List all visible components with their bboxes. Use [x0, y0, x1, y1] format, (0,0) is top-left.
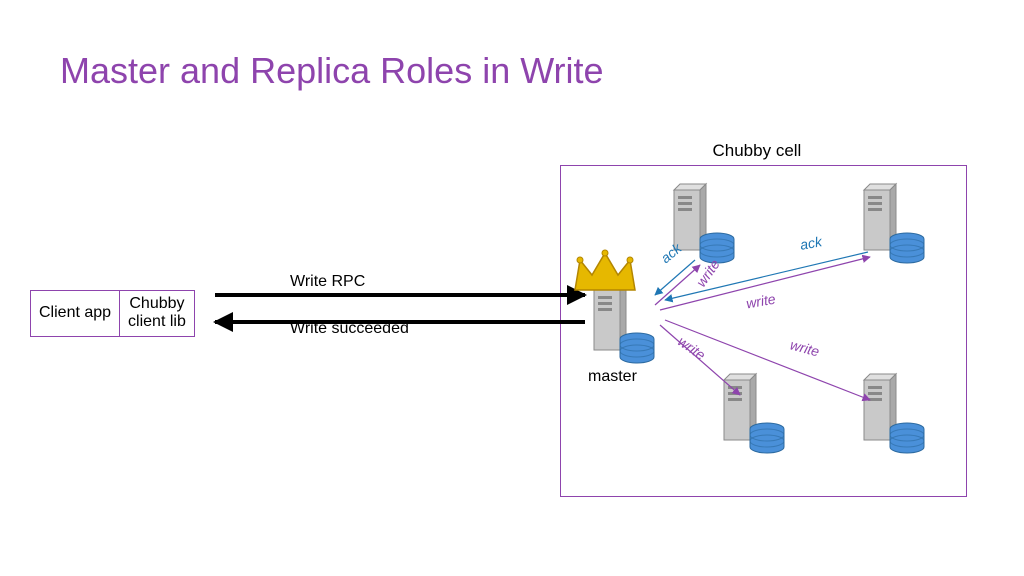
server-replica2 — [860, 180, 920, 270]
client-lib-cell: Chubbyclient lib — [119, 291, 194, 336]
client-box: Client app Chubbyclient lib — [30, 290, 195, 337]
rpc-arrows — [215, 295, 585, 322]
chubby-cell-label: Chubby cell — [713, 141, 802, 161]
write-rpc-label: Write RPC — [290, 273, 365, 291]
crown-icon — [570, 245, 640, 295]
write-succeeded-label: Write succeeded — [290, 320, 409, 338]
server-replica3 — [720, 370, 780, 460]
slide: Master and Replica Roles in Write Client… — [0, 0, 1024, 576]
master-label: master — [588, 368, 637, 386]
client-app-cell: Client app — [31, 291, 119, 336]
server-replica4 — [860, 370, 920, 460]
page-title: Master and Replica Roles in Write — [60, 50, 604, 92]
